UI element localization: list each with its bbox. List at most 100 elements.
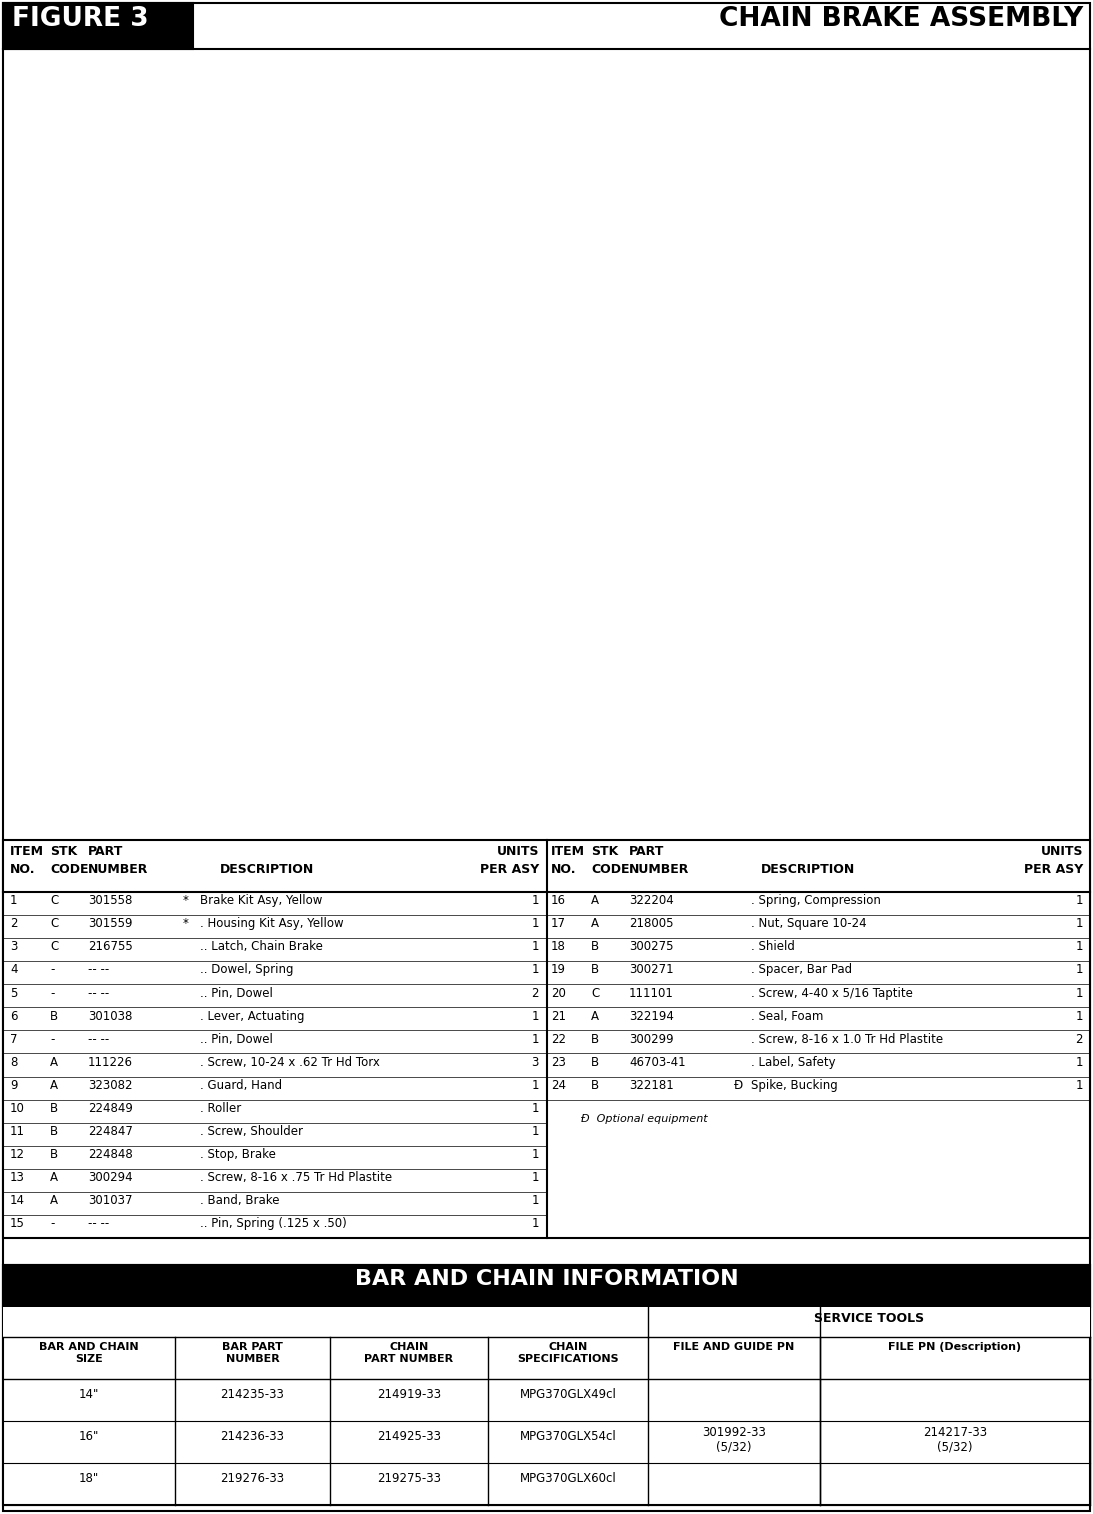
Text: FIGURE 3: FIGURE 3 — [12, 6, 149, 32]
Bar — [3, 840, 1090, 1238]
Text: 2: 2 — [531, 987, 539, 999]
Text: B: B — [50, 1102, 58, 1114]
Text: PER ASY: PER ASY — [1024, 863, 1083, 877]
Text: . Screw, Shoulder: . Screw, Shoulder — [200, 1125, 303, 1139]
Text: A: A — [50, 1079, 58, 1092]
Text: . Band, Brake: . Band, Brake — [200, 1195, 280, 1207]
Text: A: A — [591, 917, 599, 930]
Text: 16: 16 — [551, 895, 566, 907]
Bar — [3, 3, 193, 48]
Text: 214919-33: 214919-33 — [377, 1388, 442, 1402]
Text: 224848: 224848 — [89, 1148, 132, 1161]
Text: .. Pin, Dowel: .. Pin, Dowel — [200, 987, 273, 999]
Text: BAR PART
NUMBER: BAR PART NUMBER — [222, 1341, 283, 1364]
Text: 14: 14 — [10, 1195, 25, 1207]
Text: 20: 20 — [551, 987, 566, 999]
Text: C: C — [591, 987, 599, 999]
Text: *: * — [183, 917, 189, 930]
Text: 323082: 323082 — [89, 1079, 132, 1092]
Text: -- --: -- -- — [89, 987, 109, 999]
Text: A: A — [591, 895, 599, 907]
Text: 214235-33: 214235-33 — [221, 1388, 284, 1402]
Text: . Screw, 8-16 x 1.0 Tr Hd Plastite: . Screw, 8-16 x 1.0 Tr Hd Plastite — [751, 1033, 943, 1046]
Text: . Nut, Square 10-24: . Nut, Square 10-24 — [751, 917, 867, 930]
Text: 7: 7 — [10, 1033, 17, 1046]
Text: DESCRIPTION: DESCRIPTION — [761, 863, 855, 877]
Text: NO.: NO. — [10, 863, 35, 877]
Text: -- --: -- -- — [89, 963, 109, 977]
Text: 300275: 300275 — [628, 940, 673, 954]
Text: . Lever, Actuating: . Lever, Actuating — [200, 1010, 305, 1022]
Text: 24: 24 — [551, 1079, 566, 1092]
Text: 301992-33
(5/32): 301992-33 (5/32) — [702, 1426, 766, 1453]
Text: 1: 1 — [531, 1125, 539, 1139]
Text: 322181: 322181 — [628, 1079, 673, 1092]
Text: . Housing Kit Asy, Yellow: . Housing Kit Asy, Yellow — [200, 917, 343, 930]
Text: 1: 1 — [531, 1102, 539, 1114]
Text: 300271: 300271 — [628, 963, 673, 977]
Text: 22: 22 — [551, 1033, 566, 1046]
Text: SERVICE TOOLS: SERVICE TOOLS — [814, 1313, 924, 1325]
Text: -- --: -- -- — [89, 1033, 109, 1046]
Text: B: B — [50, 1148, 58, 1161]
Text: C: C — [50, 895, 58, 907]
Text: ITEM: ITEM — [551, 845, 585, 858]
Text: .. Dowel, Spring: .. Dowel, Spring — [200, 963, 294, 977]
Text: . Seal, Foam: . Seal, Foam — [751, 1010, 823, 1022]
Text: .. Pin, Spring (.125 x .50): .. Pin, Spring (.125 x .50) — [200, 1217, 346, 1231]
Text: 301558: 301558 — [89, 895, 132, 907]
Text: .. Latch, Chain Brake: .. Latch, Chain Brake — [200, 940, 322, 954]
Text: B: B — [50, 1125, 58, 1139]
Text: CODE: CODE — [591, 863, 630, 877]
Text: 111101: 111101 — [628, 987, 674, 999]
Text: 21: 21 — [551, 1010, 566, 1022]
Text: 214925-33: 214925-33 — [377, 1431, 440, 1443]
Text: 111226: 111226 — [89, 1055, 133, 1069]
Text: -: - — [50, 987, 55, 999]
Text: -- --: -- -- — [89, 1217, 109, 1231]
Text: UNITS: UNITS — [496, 845, 539, 858]
Bar — [3, 1266, 1090, 1307]
Text: 12: 12 — [10, 1148, 25, 1161]
Text: 301037: 301037 — [89, 1195, 132, 1207]
Text: 1: 1 — [1076, 987, 1083, 999]
Text: 13: 13 — [10, 1170, 25, 1184]
Text: CHAIN BRAKE ASSEMBLY: CHAIN BRAKE ASSEMBLY — [719, 6, 1083, 32]
Text: 1: 1 — [1076, 917, 1083, 930]
Text: B: B — [591, 940, 599, 954]
Text: 6: 6 — [10, 1010, 17, 1022]
Text: 8: 8 — [10, 1055, 17, 1069]
Text: 4: 4 — [10, 963, 17, 977]
Text: CHAIN
SPECIFICATIONS: CHAIN SPECIFICATIONS — [517, 1341, 619, 1364]
Text: 1: 1 — [531, 1148, 539, 1161]
Bar — [3, 1266, 1090, 1505]
Text: MPG370GLX49cl: MPG370GLX49cl — [519, 1388, 616, 1402]
Text: 1: 1 — [531, 917, 539, 930]
Text: Brake Kit Asy, Yellow: Brake Kit Asy, Yellow — [200, 895, 322, 907]
Text: PART: PART — [89, 845, 124, 858]
Text: 46703-41: 46703-41 — [628, 1055, 685, 1069]
Text: PER ASY: PER ASY — [480, 863, 539, 877]
Text: 18": 18" — [79, 1473, 99, 1485]
Text: 1: 1 — [531, 940, 539, 954]
Text: B: B — [591, 1079, 599, 1092]
Text: 1: 1 — [1076, 940, 1083, 954]
Text: 301038: 301038 — [89, 1010, 132, 1022]
Text: B: B — [591, 1033, 599, 1046]
Text: -: - — [50, 963, 55, 977]
Text: Spike, Bucking: Spike, Bucking — [751, 1079, 837, 1092]
Text: 1: 1 — [1076, 895, 1083, 907]
Text: 300294: 300294 — [89, 1170, 132, 1184]
Text: 300299: 300299 — [628, 1033, 673, 1046]
Text: DESCRIPTION: DESCRIPTION — [220, 863, 315, 877]
Text: 2: 2 — [10, 917, 17, 930]
Text: 1: 1 — [531, 1217, 539, 1231]
Text: . Screw, 10-24 x .62 Tr Hd Torx: . Screw, 10-24 x .62 Tr Hd Torx — [200, 1055, 380, 1069]
Text: 18: 18 — [551, 940, 566, 954]
Text: . Spring, Compression: . Spring, Compression — [751, 895, 881, 907]
Text: C: C — [50, 940, 58, 954]
Text: 1: 1 — [1076, 1055, 1083, 1069]
Text: 1: 1 — [1076, 1010, 1083, 1022]
Text: A: A — [50, 1055, 58, 1069]
Text: ITEM: ITEM — [10, 845, 44, 858]
